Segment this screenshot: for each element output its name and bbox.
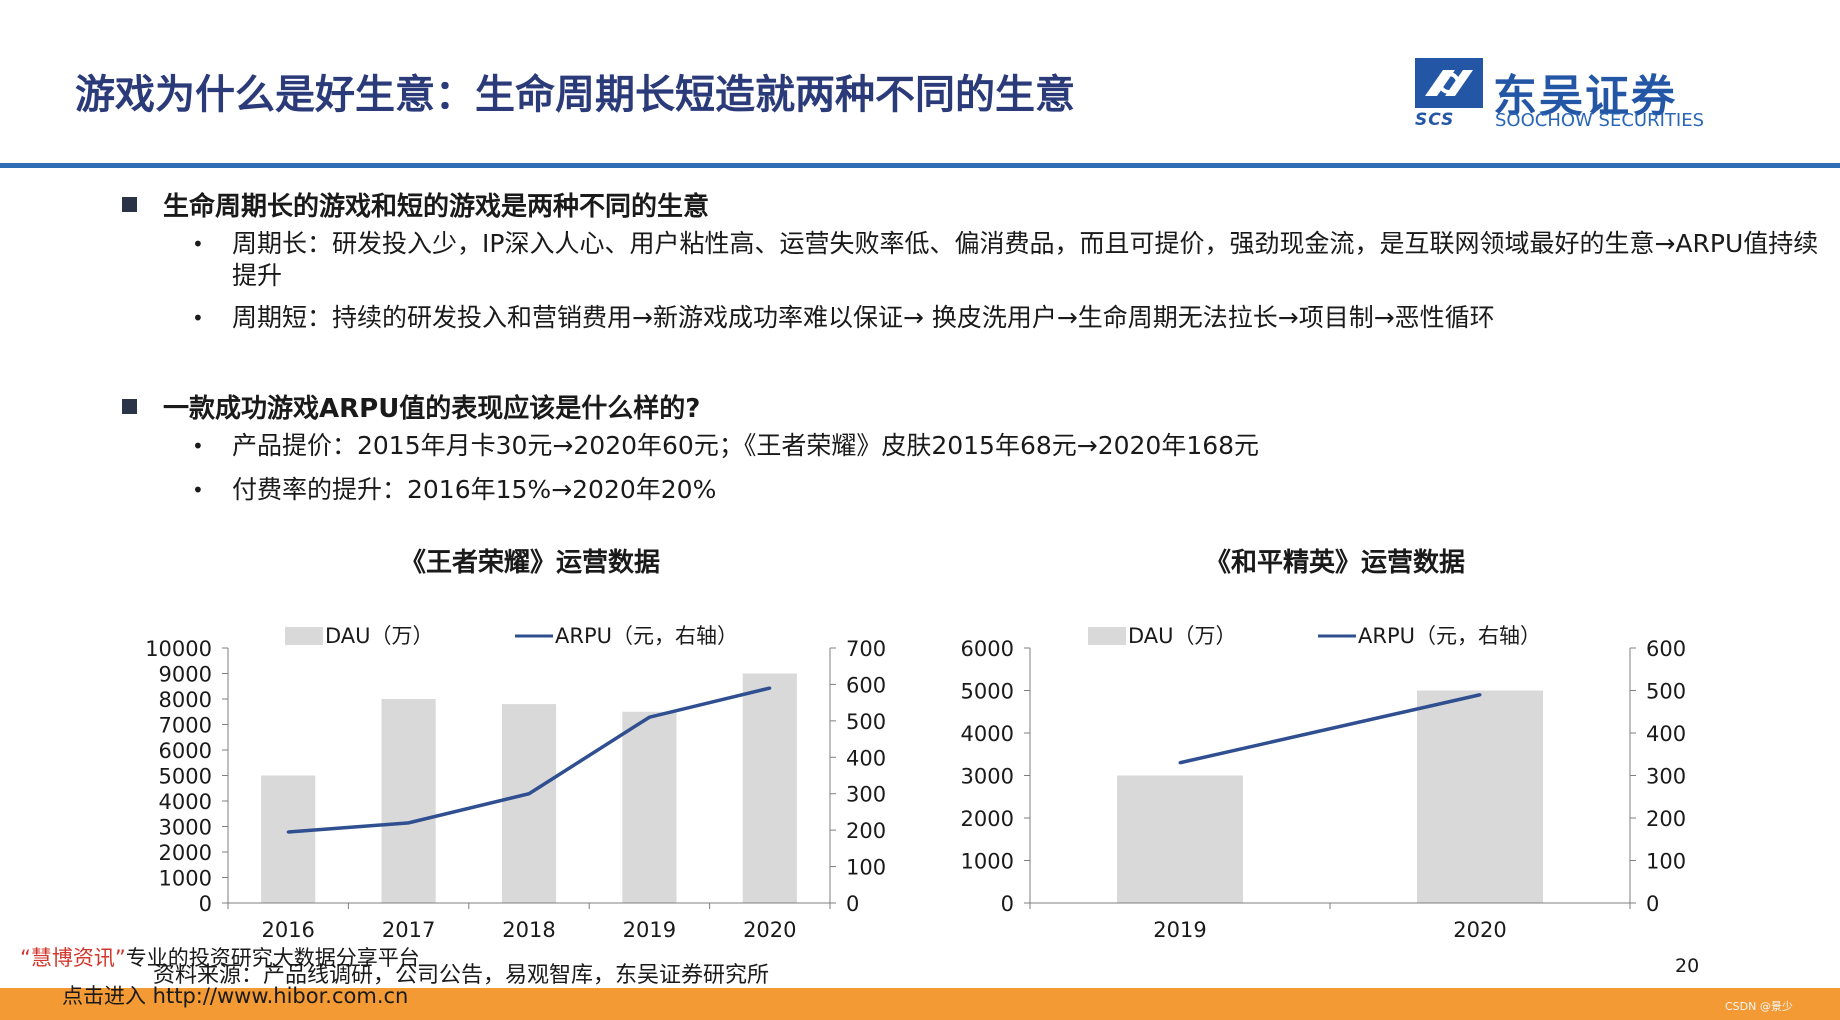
chart-title-hpjy: 《和平精英》运营数据 (1205, 548, 1466, 578)
y-tick-label-right: 600 (846, 673, 886, 697)
arpu-point (286, 830, 290, 834)
x-tick-label: 2018 (502, 918, 555, 942)
logo-chinese-name: 东吴证券 (1493, 71, 1677, 122)
y-tick-label-left: 4000 (159, 790, 212, 814)
bar (501, 704, 557, 903)
list-item: • 产品提价：2015年月卡30元→2020年60元；《王者荣耀》皮肤2015年6… (192, 431, 1260, 460)
list-item: • 周期短：持续的研发投入和营销费用→新游戏成功率难以保证→ 换皮洗用户→生命周期… (192, 303, 1495, 332)
bar (742, 673, 797, 903)
section-heading: 生命周期长的游戏和短的游戏是两种不同的生意 (122, 186, 709, 223)
arpu-point (768, 686, 772, 690)
source-note: 资料来源：产品线调研，公司公告，易观智库，东吴证券研究所 (153, 963, 770, 988)
y-tick-label-left: 0 (1001, 892, 1014, 916)
y-tick-label-right: 400 (846, 746, 886, 770)
bar (622, 711, 677, 903)
legend-label: DAU（万） (1128, 624, 1237, 648)
x-tick-label: 2016 (261, 918, 314, 942)
y-tick-label-left: 4000 (961, 722, 1014, 746)
square-bullet-icon (122, 399, 137, 414)
arpu-point (527, 792, 531, 796)
y-tick-label-left: 2000 (961, 807, 1014, 831)
bullet-dot-icon: • (192, 232, 204, 256)
csdn-watermark: CSDN @景少 (1725, 1000, 1793, 1013)
x-tick-label: 2017 (382, 918, 435, 942)
x-tick-label: 2019 (623, 918, 676, 942)
watermark-link[interactable]: 点击进入 http://www.hibor.com.cn (62, 984, 409, 1008)
y-tick-label-left: 0 (199, 892, 212, 916)
y-tick-label-left: 8000 (159, 688, 212, 712)
list-item: • 付费率的提升：2016年15%→2020年20% (192, 475, 717, 504)
scs-logo-icon (1415, 58, 1483, 108)
y-tick-label-left: 9000 (159, 663, 212, 687)
legend-bar-swatch (1088, 627, 1126, 645)
header-divider (0, 163, 1840, 168)
square-bullet-icon (122, 197, 137, 212)
y-tick-label-left: 5000 (961, 680, 1014, 704)
y-tick-label-left: 6000 (961, 637, 1014, 661)
y-tick-label-left: 3000 (961, 765, 1014, 789)
x-tick-label: 2020 (1453, 918, 1506, 942)
legend-label: ARPU（元，右轴） (555, 624, 738, 648)
legend-label: DAU（万） (325, 624, 434, 648)
page-title: 游戏为什么是好生意：生命周期长短造就两种不同的生意 (75, 72, 1075, 118)
company-logo: SCS 东吴证券 SOOCHOW SECURITIES (1415, 58, 1735, 138)
logo-english-name: SOOCHOW SECURITIES (1495, 110, 1705, 131)
x-tick-label: 2020 (743, 918, 796, 942)
y-tick-label-left: 3000 (159, 816, 212, 840)
y-tick-label-right: 100 (846, 856, 886, 880)
bar (261, 775, 316, 903)
logo-abbr: SCS (1415, 110, 1455, 130)
arpu-point (647, 715, 651, 719)
y-tick-label-right: 100 (1646, 850, 1686, 874)
y-tick-label-left: 7000 (159, 714, 212, 738)
bullet-dot-icon: • (192, 478, 204, 502)
y-tick-label-left: 1000 (159, 867, 212, 891)
y-tick-label-right: 500 (846, 710, 886, 734)
arpu-point (1178, 761, 1182, 765)
bar (1117, 775, 1243, 903)
arpu-point (1478, 693, 1482, 697)
y-tick-label-right: 200 (846, 819, 886, 843)
y-tick-label-right: 200 (1646, 807, 1686, 831)
y-tick-label-right: 300 (846, 783, 886, 807)
y-tick-label-left: 6000 (159, 739, 212, 763)
bar (381, 699, 436, 903)
bar (1417, 690, 1543, 903)
y-tick-label-left: 1000 (961, 850, 1014, 874)
section-heading: 一款成功游戏ARPU值的表现应该是什么样的? (122, 388, 700, 425)
bullet-dot-icon: • (192, 434, 204, 458)
watermark-line1: “慧博资讯”专业的投资研究大数据分享平台 (20, 946, 420, 970)
y-tick-label-right: 500 (1646, 680, 1686, 704)
y-tick-label-left: 10000 (145, 637, 212, 661)
footer-bar (0, 988, 1840, 1020)
x-tick-label: 2019 (1153, 918, 1206, 942)
legend-label: ARPU（元，右轴） (1358, 624, 1541, 648)
y-tick-label-right: 700 (846, 637, 886, 661)
y-tick-label-right: 0 (846, 892, 859, 916)
y-tick-label-right: 0 (1646, 892, 1659, 916)
y-tick-label-right: 600 (1646, 637, 1686, 661)
list-item: • 周期长：研发投入少，IP深入人心、用户粘性高、运营失败率低、偏消费品，而且可提… (192, 229, 1819, 290)
y-tick-label-left: 2000 (159, 841, 212, 865)
arpu-point (407, 821, 411, 825)
y-tick-label-right: 400 (1646, 722, 1686, 746)
y-tick-label-right: 300 (1646, 765, 1686, 789)
bullet-dot-icon: • (192, 306, 204, 330)
chart-title-wzry: 《王者荣耀》运营数据 (400, 548, 661, 578)
legend-bar-swatch (285, 627, 323, 645)
y-tick-label-left: 5000 (159, 765, 212, 789)
chart-hpjy: DAU（万） ARPU（元，右轴）010002000300040005000600… (961, 624, 1687, 942)
page-number: 20 (1675, 955, 1700, 977)
arpu-line (1179, 693, 1481, 765)
chart-wzry: DAU（万） ARPU（元，右轴）010002000300040005000600… (145, 624, 886, 942)
